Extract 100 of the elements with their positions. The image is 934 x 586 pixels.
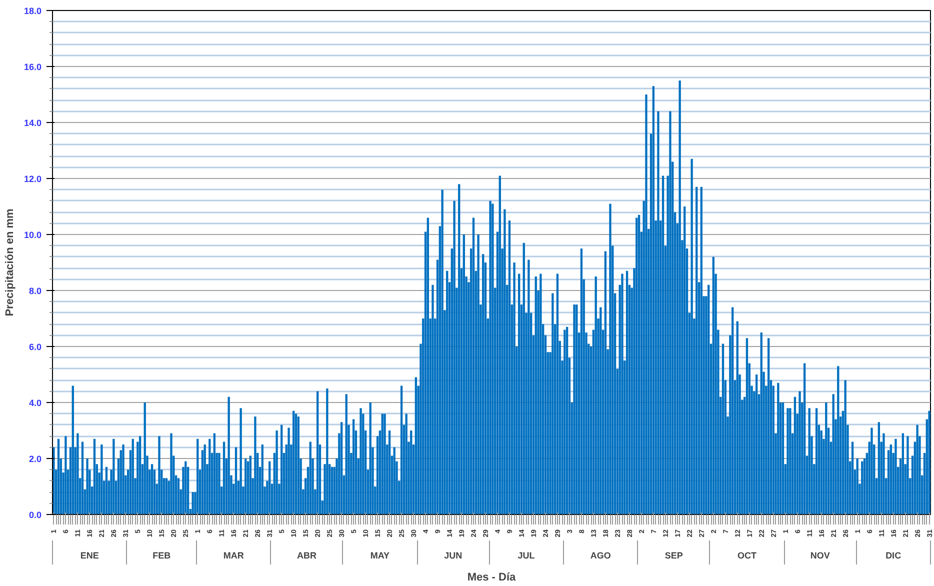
- bar: [177, 478, 180, 514]
- bar: [316, 391, 319, 514]
- bar: [184, 461, 187, 514]
- bar: [477, 234, 480, 514]
- bar: [213, 433, 216, 514]
- bar: [222, 442, 226, 514]
- bar: [678, 80, 681, 514]
- bar: [489, 200, 492, 514]
- bar: [851, 442, 854, 514]
- bar: [170, 433, 172, 514]
- bar: [441, 190, 444, 514]
- bar: [234, 447, 238, 514]
- text: JUN: [444, 550, 462, 560]
- bar: [837, 366, 840, 514]
- bar: [786, 408, 789, 514]
- bar: [432, 284, 434, 514]
- y-tick-label: 2.0: [28, 454, 42, 464]
- bar: [803, 363, 806, 514]
- bar: [878, 422, 880, 514]
- bar: [894, 438, 897, 514]
- bar: [244, 458, 247, 514]
- bar: [528, 260, 530, 514]
- y-tick-label: 4.0: [28, 398, 42, 408]
- bar: [132, 438, 134, 514]
- bar: [453, 200, 456, 514]
- bar: [309, 442, 312, 514]
- bar: [138, 436, 142, 514]
- bar: [825, 402, 828, 514]
- bar: [645, 94, 648, 514]
- bar: [756, 374, 758, 514]
- bar: [690, 158, 693, 514]
- bar: [218, 452, 220, 514]
- bar: [902, 433, 904, 514]
- bar: [414, 377, 418, 514]
- bar: [566, 326, 568, 514]
- bar: [196, 438, 199, 514]
- bar: [268, 461, 271, 514]
- y-axis-title: Precipitación en mm: [4, 208, 16, 316]
- bar: [381, 414, 384, 514]
- bar: [636, 218, 638, 514]
- bar: [405, 414, 408, 514]
- text: JUL: [518, 550, 536, 560]
- bar: [815, 408, 818, 514]
- bar: [856, 458, 858, 514]
- bar: [906, 436, 909, 514]
- bar: [426, 218, 430, 514]
- bar: [722, 344, 724, 514]
- y-tick-label: 18.0: [24, 6, 42, 16]
- bar: [352, 419, 355, 514]
- bar: [600, 307, 602, 514]
- bar: [573, 304, 576, 514]
- bar: [522, 242, 525, 514]
- bar: [482, 254, 484, 514]
- bar: [794, 396, 796, 514]
- bar: [870, 428, 873, 514]
- y-tick-label: 10.0: [24, 230, 42, 240]
- bar: [844, 380, 846, 514]
- text: OCT: [737, 550, 757, 560]
- y-tick-label: 12.0: [24, 174, 42, 184]
- bar: [288, 428, 290, 514]
- bar: [369, 402, 372, 514]
- bar: [158, 436, 160, 514]
- bar: [204, 444, 206, 514]
- bar: [240, 408, 242, 514]
- bar: [105, 466, 108, 514]
- bar: [93, 438, 96, 514]
- y-tick-label: 8.0: [28, 286, 42, 296]
- bar: [712, 256, 714, 514]
- bar: [556, 274, 559, 514]
- bar: [57, 438, 60, 514]
- bar: [540, 274, 542, 514]
- text: MAY: [370, 550, 390, 560]
- bar: [861, 461, 864, 514]
- bar: [652, 86, 655, 514]
- y-tick-label: 0.0: [28, 510, 42, 520]
- bar: [112, 438, 115, 514]
- y-tick-label: 16.0: [24, 62, 42, 72]
- bar: [249, 456, 252, 514]
- bar: [504, 209, 506, 514]
- bar: [462, 234, 465, 514]
- bar: [64, 436, 67, 514]
- bar: [326, 388, 328, 514]
- bar: [400, 386, 403, 514]
- bar: [144, 402, 146, 514]
- text: SEP: [664, 550, 683, 560]
- bar: [297, 416, 300, 514]
- bar: [928, 410, 930, 514]
- text: ABR: [297, 550, 318, 560]
- bar: [276, 430, 278, 514]
- bar: [345, 394, 348, 514]
- bar: [518, 274, 520, 514]
- bar: [696, 186, 698, 514]
- bar: [261, 444, 264, 514]
- bar: [446, 270, 448, 514]
- bar: [76, 433, 79, 514]
- bar: [122, 444, 124, 514]
- bar: [777, 382, 780, 514]
- bar: [736, 321, 738, 514]
- text: FEB: [152, 550, 172, 560]
- bar: [393, 447, 396, 514]
